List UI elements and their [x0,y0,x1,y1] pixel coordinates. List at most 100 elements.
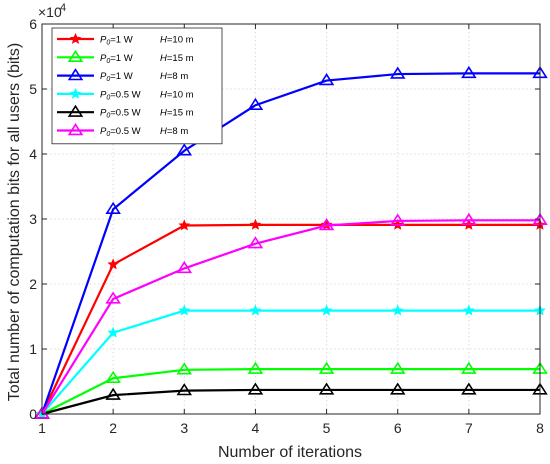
data-point [391,304,404,316]
data-point [389,361,406,374]
data-point [176,362,193,375]
y-tick-label: 6 [29,16,37,32]
legend-marker [69,87,82,99]
x-tick-label: 8 [536,420,544,436]
data-point [105,387,121,400]
data-point [247,361,264,374]
legend-marker [67,49,84,63]
series-line [41,309,540,415]
legend-power: =0.5 W [110,108,140,119]
x-tick-label: 2 [109,420,117,436]
y-multiplier-exponent: 4 [60,2,66,14]
legend-p-symbol: P [100,71,107,82]
legend-marker [69,32,82,44]
y-axis-label: Total number of computation bits for all… [6,43,23,401]
legend-height: =8 m [167,71,188,82]
data-point [247,236,264,249]
legend-marker [67,123,84,136]
legend-box [51,27,223,145]
legend-h-symbol: H [160,89,167,100]
legend-power: =1 W [110,71,132,82]
series-line [41,219,540,415]
legend-subscript: 0 [106,113,110,120]
legend-h-symbol: H [160,108,167,119]
series-6 [34,212,548,419]
legend-p-symbol: P [100,35,107,46]
data-point [461,382,477,395]
data-point [178,219,191,231]
data-point [176,260,193,274]
data-point [318,361,335,374]
legend-height: =15 m [167,108,194,119]
data-point [176,383,193,396]
data-point [34,406,50,419]
data-point [318,382,335,395]
y-tick-label: 2 [29,276,37,292]
legend-entry: P0=0.5 W H=15 m [57,104,194,120]
data-point [105,291,121,304]
series-line [41,388,540,416]
data-point [461,212,477,225]
legend-p-symbol: P [100,53,107,64]
legend-label: P0=1 W H=10 m [100,35,194,47]
legend-label: P0=0.5 W H=10 m [100,89,194,101]
data-point [249,218,262,230]
data-point [389,382,406,395]
legend-subscript: 0 [106,76,110,83]
y-tick-label: 0 [29,406,37,422]
legend-power: =0.5 W [110,126,140,137]
legend-height: =15 m [167,53,194,64]
series-line [41,368,540,415]
legend-height: =10 m [167,35,194,46]
series-line [41,223,540,415]
legend-entry: P0=1 W H=10 m [57,32,194,47]
x-axis-label: Number of iterations [218,444,362,461]
legend-marker [67,68,84,81]
y-tick-label: 5 [29,81,37,97]
legend-entry: P0=1 W H=15 m [57,49,194,65]
x-tick-label: 7 [465,420,473,436]
legend-entry: P0=1 W H=8 m [57,68,188,83]
data-point [176,143,193,156]
y-tick-label: 4 [29,146,37,162]
legend-p-symbol: P [100,108,107,119]
data-point [249,304,262,316]
data-point [389,66,406,79]
legend-subscript: 0 [106,131,110,138]
series-layer [34,65,548,419]
legend-h-symbol: H [160,126,167,137]
legend-power: =0.5 W [110,89,140,100]
legend-subscript: 0 [106,94,110,101]
legend-power: =1 W [110,53,132,64]
x-tick-label: 4 [252,420,260,436]
y-multiplier-base: ×10 [38,4,62,20]
data-point [247,97,264,110]
legend-marker [67,104,84,117]
legend-h-symbol: H [160,35,167,46]
legend-p-symbol: P [100,126,107,137]
legend: P0=1 W H=10 mP0=1 W H=15 mP0=1 W H=8 mP0=0.… [51,27,223,145]
data-point [320,304,333,316]
data-point [247,382,264,395]
legend-label: P0=0.5 W H=15 m [100,108,194,120]
data-point [463,304,475,316]
data-point [389,213,406,226]
data-point [105,370,121,383]
series-line [40,72,540,415]
legend-h-symbol: H [160,53,167,64]
data-point [107,326,119,338]
data-point [461,65,477,79]
data-point [178,304,191,316]
x-tick-label: 6 [394,420,402,436]
data-point [318,73,335,86]
legend-label: P0=1 W H=15 m [100,53,194,65]
legend-entry: P0=0.5 W H=10 m [57,87,194,101]
legend-subscript: 0 [106,40,110,47]
y-tick-label: 1 [29,341,37,357]
data-point [105,201,121,214]
legend-label: P0=0.5 W H=8 m [100,126,188,138]
x-tick-label: 1 [38,420,46,436]
legend-height: =8 m [167,126,188,137]
